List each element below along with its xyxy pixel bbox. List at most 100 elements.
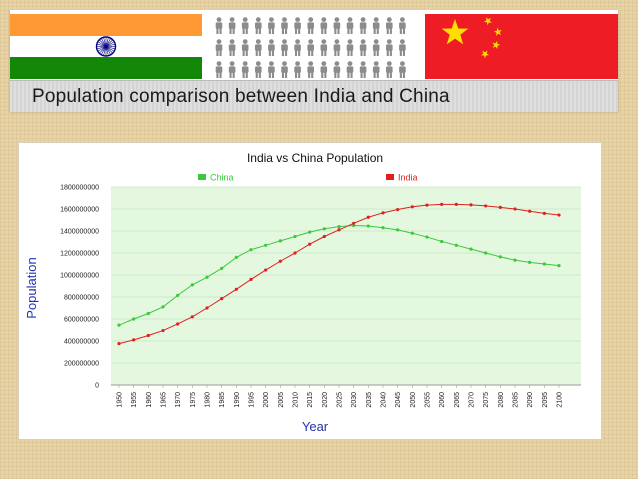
y-tick-label: 800000000 <box>64 295 99 302</box>
x-tick-label: 1995 <box>249 392 256 408</box>
line-chart: 0 200000000 400000000 600000000 800000000 100… <box>24 151 581 434</box>
data-point-india <box>190 315 194 319</box>
data-point-china <box>264 243 268 247</box>
x-axis-ticks: 1950 1955 1960 1965 1970 1975 1980 1985 1990 1995… <box>117 385 564 408</box>
data-point-china <box>381 226 385 230</box>
data-point-china <box>220 266 224 270</box>
x-tick-label: 2070 <box>469 392 476 408</box>
x-tick-label: 2015 <box>307 392 314 408</box>
x-tick-label: 1955 <box>131 392 138 408</box>
data-point-india <box>249 277 253 281</box>
data-point-india <box>352 221 356 225</box>
data-point-china <box>337 225 341 229</box>
x-tick-label: 2005 <box>278 392 285 408</box>
chart-title: India vs China Population <box>247 151 383 165</box>
data-point-china <box>352 223 356 228</box>
data-point-india <box>234 287 238 291</box>
x-tick-label: 2055 <box>425 392 432 408</box>
data-point-china <box>146 311 150 316</box>
data-point-india <box>132 338 136 342</box>
series-layer <box>117 202 561 346</box>
data-point-china <box>117 323 121 327</box>
x-tick-label: 1950 <box>117 392 124 408</box>
data-point-india <box>322 234 326 239</box>
data-point-india <box>425 203 429 207</box>
data-point-india <box>469 203 473 207</box>
legend-label-india: India <box>398 173 418 183</box>
china-flag-icon <box>425 14 618 79</box>
y-tick-label: 600000000 <box>64 317 99 324</box>
y-tick-label: 1200000000 <box>60 251 99 258</box>
data-point-india <box>454 202 458 206</box>
data-point-india <box>337 228 341 232</box>
data-point-china <box>366 224 370 228</box>
data-point-china <box>528 260 532 264</box>
x-tick-label: 2035 <box>366 392 373 408</box>
x-tick-label: 1980 <box>205 392 212 408</box>
chart-card: 0 200000000 400000000 600000000 800000000 100… <box>18 142 602 440</box>
data-point-china <box>308 230 312 234</box>
data-point-india <box>498 205 502 209</box>
data-point-india <box>117 342 121 346</box>
data-point-india <box>278 259 282 263</box>
data-point-china <box>425 235 429 239</box>
x-tick-label: 2075 <box>483 392 490 408</box>
grid-lines <box>111 186 581 364</box>
x-axis-label: Year <box>302 419 329 434</box>
x-tick-label: 2050 <box>410 392 417 408</box>
legend-label-china: China <box>210 173 234 183</box>
data-point-india <box>542 211 546 215</box>
data-point-india <box>293 251 297 255</box>
banner: Population comparison between India and … <box>10 10 618 112</box>
x-tick-label: 2095 <box>542 392 549 408</box>
data-point-china <box>234 255 238 259</box>
x-tick-label: 2045 <box>395 392 402 408</box>
people-crowd-icon <box>215 17 406 78</box>
x-tick-label: 2000 <box>263 392 270 408</box>
y-axis-ticks: 0 200000000 400000000 600000000 800000000 100… <box>60 185 99 390</box>
data-point-india <box>410 205 414 209</box>
x-tick-label: 1970 <box>175 392 182 408</box>
y-tick-label: 1800000000 <box>60 185 99 192</box>
x-tick-label: 2020 <box>322 392 329 408</box>
x-tick-label: 2085 <box>513 392 520 408</box>
x-tick-label: 2100 <box>557 392 564 408</box>
x-tick-label: 2030 <box>351 392 358 408</box>
plot-area <box>111 187 581 385</box>
data-point-china <box>410 231 414 235</box>
data-point-china <box>396 228 400 232</box>
x-tick-label: 2025 <box>337 392 344 408</box>
legend-swatch-india <box>386 174 394 180</box>
data-point-china <box>469 247 473 251</box>
x-tick-label: 2065 <box>454 392 461 408</box>
data-point-india <box>220 297 224 301</box>
x-tick-label: 1965 <box>161 392 168 408</box>
legend: China India <box>198 173 418 183</box>
data-point-china <box>293 234 297 239</box>
data-point-india <box>205 306 209 310</box>
y-tick-label: 400000000 <box>64 339 99 346</box>
y-tick-label: 1400000000 <box>60 229 99 236</box>
data-point-india <box>308 242 312 246</box>
data-point-china <box>176 293 180 297</box>
y-tick-label: 1000000000 <box>60 273 99 280</box>
data-point-india <box>381 211 385 215</box>
y-tick-label: 1600000000 <box>60 207 99 214</box>
data-point-china <box>454 243 458 247</box>
data-point-china <box>513 258 517 262</box>
data-point-india <box>161 328 165 333</box>
data-point-india <box>513 207 517 211</box>
banner-title-bar: Population comparison between India and … <box>10 80 618 112</box>
data-point-india <box>557 213 561 217</box>
x-tick-label: 2060 <box>439 392 446 408</box>
data-point-china <box>205 275 209 279</box>
data-point-china <box>322 227 326 231</box>
x-tick-label: 1985 <box>219 392 226 408</box>
data-point-india <box>484 204 488 208</box>
y-tick-label: 200000000 <box>64 361 99 368</box>
legend-swatch-china <box>198 174 206 180</box>
india-flag-icon <box>10 14 202 79</box>
data-point-india <box>396 207 400 212</box>
data-point-china <box>542 262 546 266</box>
data-point-china <box>161 305 165 309</box>
